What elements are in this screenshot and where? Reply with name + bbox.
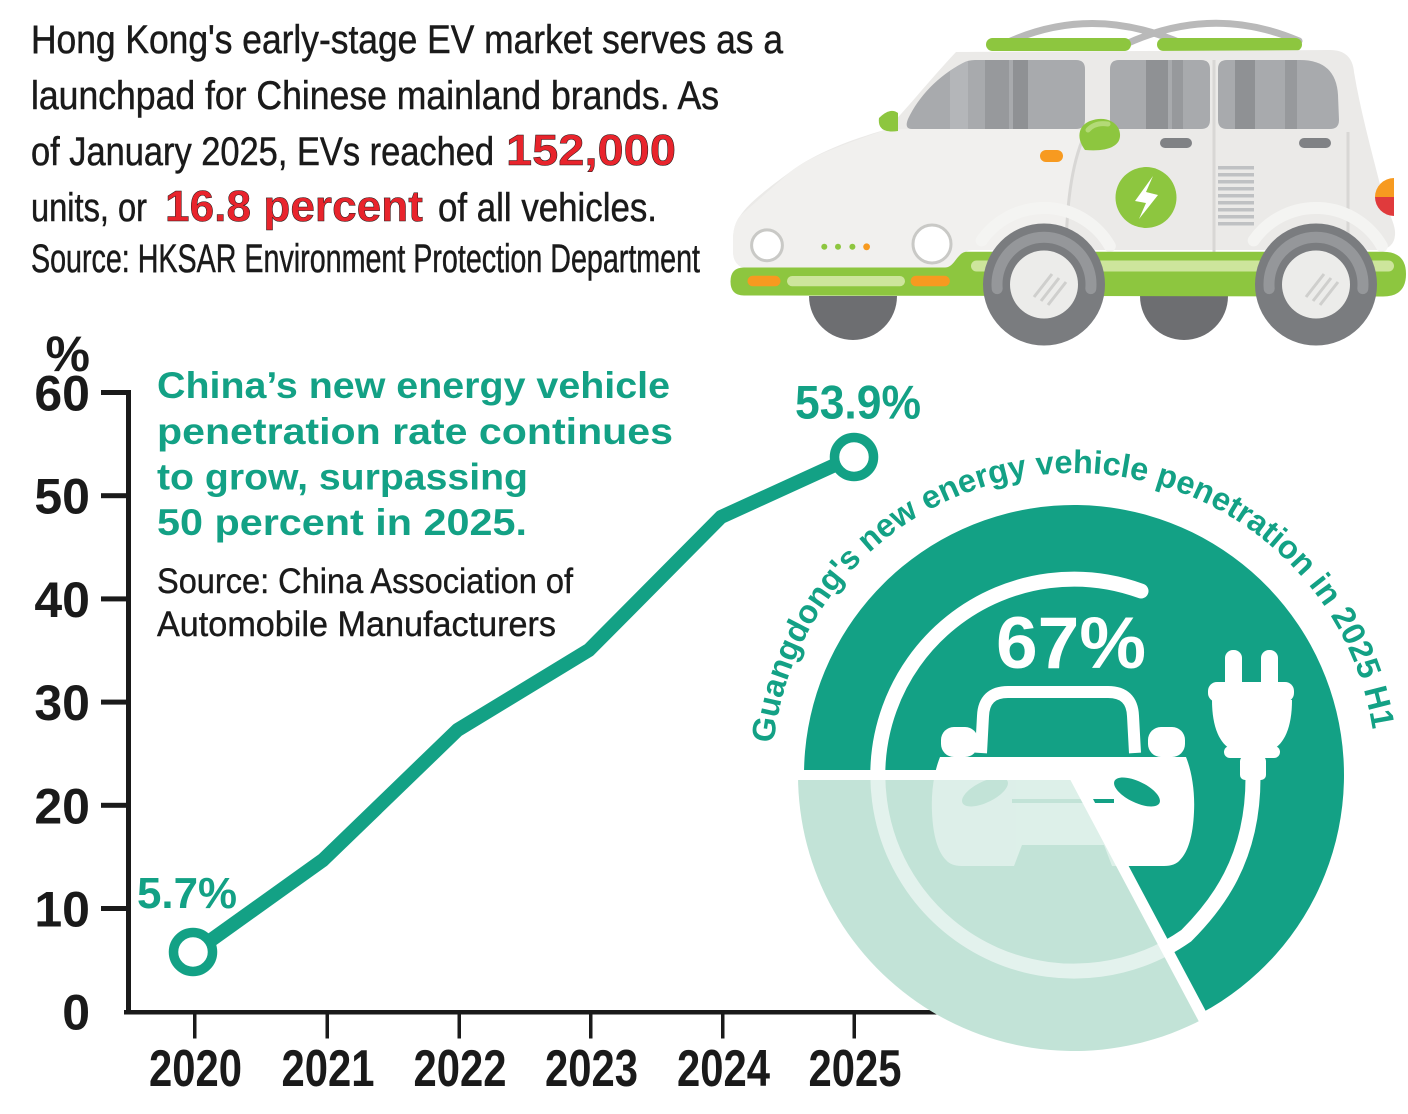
svg-text:to grow, surpassing: to grow, surpassing — [157, 457, 528, 498]
svg-text:Hong Kong's early-stage EV mar: Hong Kong's early-stage EV market serves… — [31, 18, 784, 62]
svg-text:launchpad for Chinese mainland: launchpad for Chinese mainland brands. A… — [31, 74, 719, 118]
svg-text:60: 60 — [34, 366, 90, 422]
svg-text:50: 50 — [34, 469, 90, 525]
svg-text:2021: 2021 — [282, 1040, 375, 1098]
svg-text:penetration rate continues: penetration rate continues — [157, 411, 673, 452]
svg-text:30: 30 — [34, 675, 90, 731]
svg-text:of January 2025, EVs reached: of January 2025, EVs reached — [31, 130, 494, 174]
svg-text:5.7%: 5.7% — [137, 869, 237, 918]
svg-text:50 percent in 2025.: 50 percent in 2025. — [157, 502, 527, 543]
svg-text:2024: 2024 — [677, 1040, 770, 1098]
svg-text:16.8 percent: 16.8 percent — [165, 182, 423, 231]
svg-text:20: 20 — [34, 778, 90, 834]
svg-text:152,000: 152,000 — [506, 126, 676, 175]
svg-text:China’s new energy vehicle: China’s new energy vehicle — [157, 365, 670, 406]
svg-text:Source: HKSAR Environment Prot: Source: HKSAR Environment Protection Dep… — [31, 237, 700, 281]
svg-text:0: 0 — [62, 985, 90, 1041]
svg-text:2020: 2020 — [149, 1040, 242, 1098]
svg-text:units, or: units, or — [31, 186, 147, 230]
svg-text:of all vehicles.: of all vehicles. — [438, 186, 657, 230]
svg-text:Automobile Manufacturers: Automobile Manufacturers — [157, 605, 556, 644]
svg-text:2022: 2022 — [414, 1040, 507, 1098]
svg-text:10: 10 — [34, 882, 90, 938]
svg-text:2023: 2023 — [545, 1040, 638, 1098]
svg-text:2025: 2025 — [809, 1040, 902, 1098]
svg-text:%: % — [46, 326, 90, 382]
svg-text:40: 40 — [34, 572, 90, 628]
svg-text:53.9%: 53.9% — [795, 376, 921, 429]
svg-text:Source: China Association of: Source: China Association of — [157, 562, 573, 601]
svg-text:67%: 67% — [996, 603, 1146, 684]
